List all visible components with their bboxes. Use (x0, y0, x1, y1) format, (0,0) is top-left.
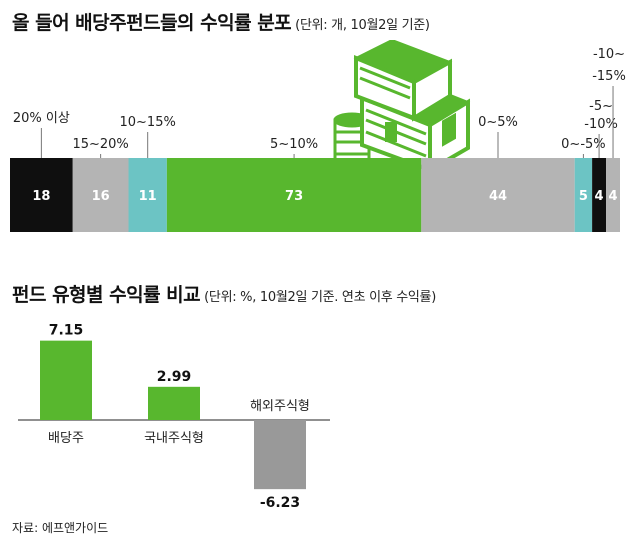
money-bill-stack-icon (353, 40, 471, 174)
distribution-bar-segment (10, 158, 73, 232)
distribution-value-label: 73 (285, 189, 303, 204)
distribution-category-label: -10% (584, 117, 618, 132)
distribution-bar-segment (574, 158, 593, 232)
comparison-category-label: 배당주 (48, 431, 84, 446)
comparison-title: 펀드 유형별 수익률 비교 (12, 284, 201, 306)
distribution-value-label: 5 (579, 189, 588, 204)
comparison-value-label: 7.15 (49, 323, 84, 339)
comparison-category-label: 해외주식형 (250, 399, 310, 414)
distribution-bar-segment (72, 158, 129, 232)
distribution-bar-segment (592, 158, 607, 232)
comparison-category-label: 국내주식형 (144, 431, 204, 446)
distribution-value-label: 11 (139, 189, 157, 204)
distribution-chart: 18 20% 이상 16 15~20% 11 10~15% 73 5~10% 44 0~5% 5 0~… (10, 40, 626, 232)
comparison-subtitle: (단위: %, 10월2일 기준. 연초 이후 수익률) (204, 290, 436, 305)
distribution-value-label: 4 (609, 189, 618, 204)
distribution-bar-segment (421, 158, 575, 232)
money-stack-illustration (333, 40, 471, 174)
distribution-category-label: 20% 이상 (13, 111, 70, 126)
distribution-category-label: -5~ (589, 99, 613, 114)
distribution-category-label: 5~10% (270, 137, 318, 152)
distribution-category-label: 15~20% (72, 137, 128, 152)
comparison-value-label: 2.99 (157, 369, 192, 385)
distribution-title-row: 올 들어 배당주펀드들의 수익률 분포 (단위: 개, 10월2일 기준) (12, 8, 430, 35)
distribution-bar-segment (128, 158, 167, 232)
distribution-value-label: 18 (32, 189, 50, 204)
distribution-category-label: -10~ (593, 47, 625, 62)
distribution-category-label: 0~-5% (561, 137, 605, 152)
comparison-value-label: -6.23 (260, 495, 300, 510)
distribution-category-label: 0~5% (478, 115, 518, 130)
comparison-chart: 7.15 배당주 2.99 국내주식형 -6.23 해외주식형 (18, 323, 330, 510)
comparison-bar (148, 386, 200, 420)
comparison-title-row: 펀드 유형별 수익률 비교 (단위: %, 10월2일 기준. 연초 이후 수익률… (12, 280, 436, 307)
distribution-value-label: 16 (92, 189, 110, 204)
distribution-bar-segment (606, 158, 620, 232)
source-note: 자료: 에프앤가이드 (12, 521, 109, 535)
comparison-bar (254, 420, 306, 490)
distribution-bar-segment (166, 158, 422, 232)
distribution-category-label: -15% (592, 69, 626, 84)
distribution-value-label: 44 (489, 189, 507, 204)
distribution-subtitle: (단위: 개, 10월2일 기준) (295, 18, 430, 33)
distribution-category-label: 10~15% (120, 115, 176, 130)
distribution-value-label: 4 (595, 189, 604, 204)
distribution-title: 올 들어 배당주펀드들의 수익률 분포 (12, 12, 292, 34)
comparison-bar (40, 340, 92, 420)
